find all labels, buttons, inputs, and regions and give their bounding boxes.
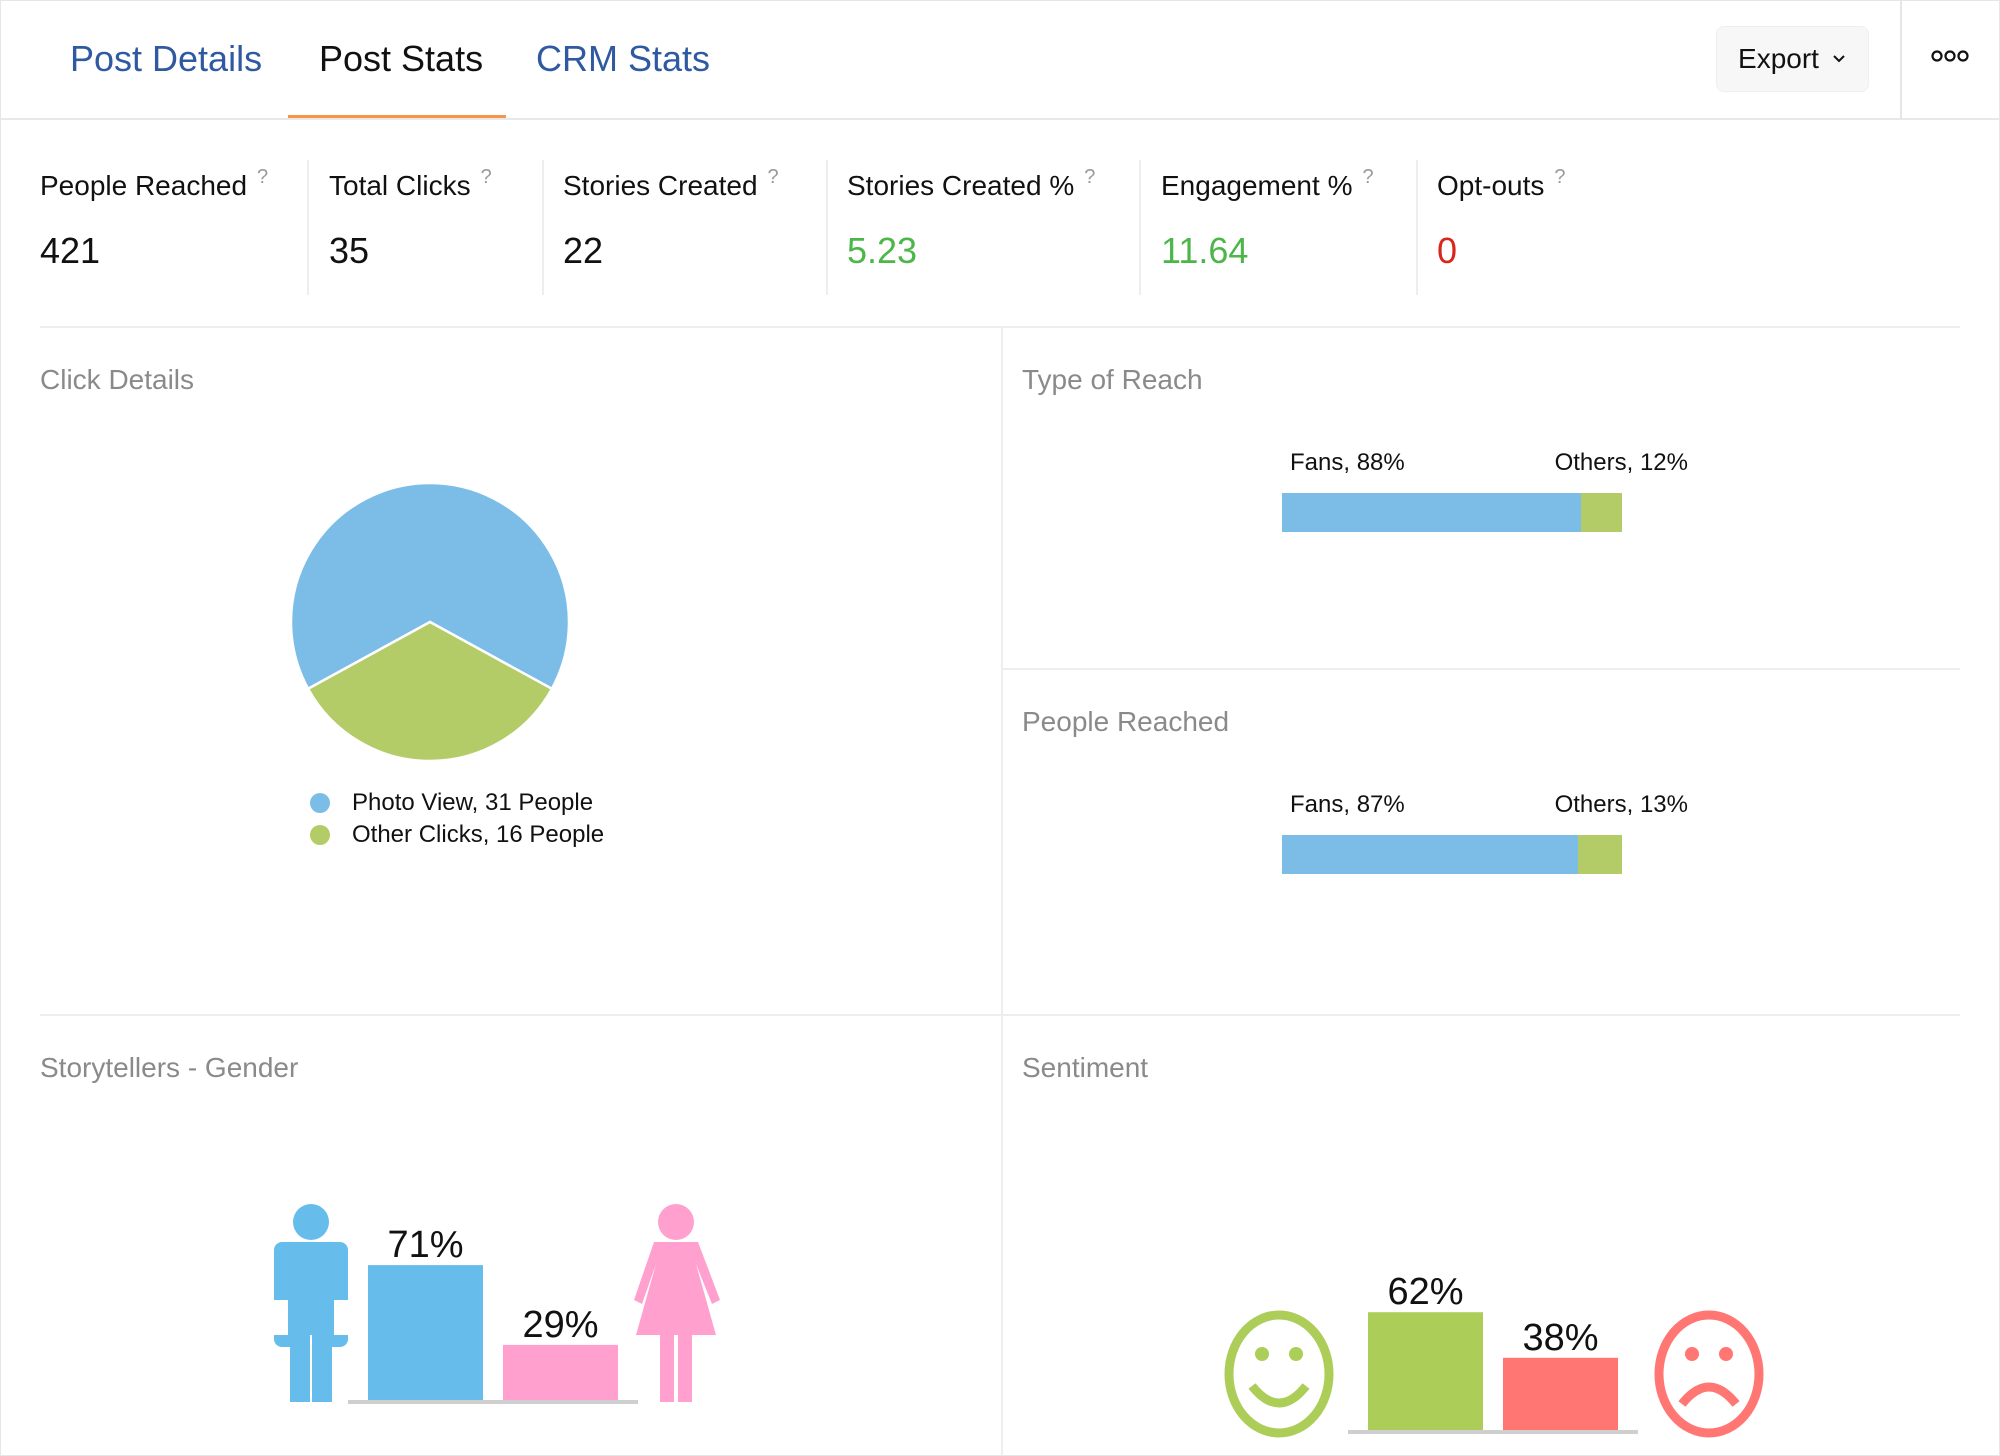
reach-divider — [1001, 668, 1960, 670]
stat-label-text: Stories Created — [563, 170, 758, 201]
stat-label: Stories Created? — [563, 166, 779, 202]
gender-bar-chart: 71% 29% — [348, 1224, 638, 1404]
happy-face-icon — [1224, 1310, 1334, 1438]
stat-label-text: Engagement % — [1161, 170, 1353, 201]
people-fans-label: Fans, 87% — [1290, 791, 1405, 818]
reach-others-segment — [1581, 493, 1622, 532]
sentiment-bar-chart: 62% 38% — [1348, 1271, 1638, 1434]
type-of-reach-title: Type of Reach — [1022, 364, 1203, 395]
gender-bar-male — [368, 1265, 483, 1400]
stat-label-text: Total Clicks — [329, 170, 471, 201]
type-of-reach-bar — [1282, 493, 1622, 532]
people-others-segment — [1577, 835, 1622, 874]
male-icon — [274, 1204, 348, 1402]
row-divider — [40, 1014, 1960, 1016]
reach-others-label: Others, 12% — [1554, 449, 1688, 476]
sad-face-icon — [1654, 1310, 1764, 1438]
sentiment-label-positive: 62% — [1387, 1271, 1463, 1313]
stat-label-text: Opt-outs — [1437, 170, 1545, 201]
stats-divider — [40, 326, 1960, 328]
stat-label: Engagement %? — [1161, 166, 1374, 202]
active-tab-indicator — [288, 115, 506, 119]
people-reached-title: People Reached — [1022, 706, 1230, 737]
sentiment-label-negative: 38% — [1522, 1317, 1598, 1359]
help-icon[interactable]: ? — [480, 166, 492, 188]
sentiment-bar-negative — [1503, 1357, 1618, 1430]
legend-item-photo-view: Photo View, 31 People — [310, 789, 593, 817]
stat-value: 5.23 — [847, 230, 918, 271]
stat-value: 0 — [1437, 230, 1458, 271]
help-icon[interactable]: ? — [1084, 166, 1096, 188]
legend-dot-photo-view — [310, 793, 330, 813]
help-icon[interactable]: ? — [767, 166, 779, 188]
stat-card: Stories Created %? 5.23 — [847, 166, 1095, 272]
legend-label-other-clicks: Other Clicks, 16 People — [352, 821, 605, 848]
pie-slice-other-clicks — [306, 620, 554, 763]
tab-crm-stats[interactable]: CRM Stats — [536, 38, 711, 79]
legend-dot-other-clicks — [310, 825, 330, 845]
tab-post-details[interactable]: Post Details — [70, 38, 263, 79]
stat-value: 35 — [329, 230, 370, 271]
gender-baseline — [348, 1400, 638, 1404]
help-icon[interactable]: ? — [1362, 166, 1374, 188]
sentiment-bar-positive — [1368, 1312, 1483, 1430]
click-details-title: Click Details — [40, 364, 195, 395]
stat-divider — [307, 160, 309, 295]
stat-label: Opt-outs? — [1437, 166, 1566, 202]
tab-post-stats[interactable]: Post Stats — [319, 38, 484, 79]
pie-slice-photo-view — [289, 481, 571, 691]
stat-value: 22 — [563, 230, 604, 271]
reach-fans-segment — [1282, 493, 1582, 532]
stat-label: People Reached? — [40, 166, 268, 202]
female-icon — [634, 1204, 720, 1402]
more-divider — [1900, 0, 1902, 118]
legend-label-photo-view: Photo View, 31 People — [352, 789, 594, 816]
stat-card: Engagement %? 11.64 — [1161, 166, 1374, 272]
gender-bar-female — [503, 1344, 618, 1400]
legend-item-other-clicks: Other Clicks, 16 People — [310, 821, 604, 849]
people-fans-segment — [1282, 835, 1578, 874]
gender-label-male: 71% — [387, 1224, 463, 1266]
stat-divider — [542, 160, 544, 295]
stat-label: Total Clicks? — [329, 166, 492, 202]
stat-value: 421 — [40, 230, 101, 271]
stat-label: Stories Created %? — [847, 166, 1095, 202]
stat-card: Stories Created? 22 — [563, 166, 779, 272]
click-details-pie — [289, 481, 571, 763]
sentiment-baseline — [1348, 1430, 1638, 1434]
gender-title: Storytellers - Gender — [40, 1052, 299, 1083]
help-icon[interactable]: ? — [1554, 166, 1566, 188]
more-options-button[interactable] — [1920, 38, 1980, 78]
stat-divider — [1139, 160, 1141, 295]
stat-label-text: People Reached — [40, 170, 248, 201]
stat-label-text: Stories Created % — [847, 170, 1075, 201]
people-others-label: Others, 13% — [1554, 791, 1688, 818]
chevron-down-icon — [1831, 53, 1847, 65]
stat-divider — [826, 160, 828, 295]
reach-fans-label: Fans, 88% — [1290, 449, 1405, 476]
stat-value: 11.64 — [1161, 230, 1249, 271]
export-button[interactable]: Export — [1716, 26, 1869, 92]
people-reached-bar — [1282, 835, 1622, 874]
help-icon[interactable]: ? — [257, 166, 269, 188]
more-dots-icon — [1930, 49, 1970, 68]
stat-card: People Reached? 421 — [40, 166, 268, 272]
sentiment-title: Sentiment — [1022, 1052, 1149, 1083]
gender-label-female: 29% — [522, 1304, 598, 1346]
column-divider — [1001, 327, 1003, 1455]
header-divider — [0, 118, 2000, 120]
stat-card: Total Clicks? 35 — [329, 166, 492, 272]
stat-divider — [1416, 160, 1418, 295]
export-label: Export — [1738, 43, 1819, 74]
stat-card: Opt-outs? 0 — [1437, 166, 1566, 272]
